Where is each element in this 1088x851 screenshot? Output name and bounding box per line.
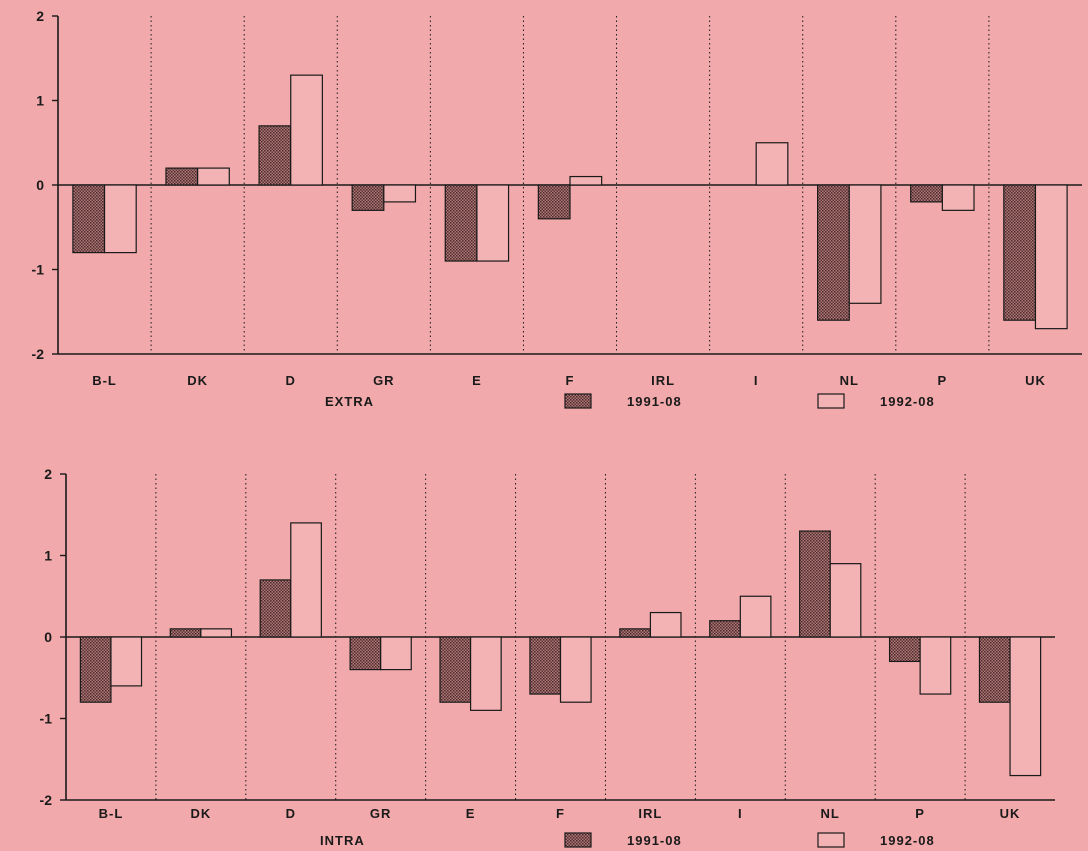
category-label: D: [286, 373, 296, 388]
bar-1992-08-f: [569, 175, 603, 186]
bar-1991-08-irl: [619, 628, 652, 638]
y-tick-label: 2: [44, 466, 52, 482]
category-label: UK: [1025, 373, 1046, 388]
legend-swatch-1992-08: [817, 393, 845, 409]
y-tick-label: 1: [36, 93, 44, 109]
bar-1991-08-e: [444, 184, 478, 262]
bar-1992-08-i: [739, 595, 772, 638]
bar-1992-08-nl: [848, 184, 882, 304]
bar-1991-08-gr: [349, 636, 382, 671]
y-tick-label: -1: [40, 711, 53, 727]
y-tick-label: 2: [36, 8, 44, 24]
bar-1991-08-f: [529, 636, 562, 695]
bar-1991-08-dk: [165, 167, 199, 186]
legend-label: 1991-08: [627, 833, 682, 848]
category-label: UK: [1000, 806, 1021, 821]
category-label: F: [556, 806, 565, 821]
bar-1991-08-p: [910, 184, 943, 203]
panel-label: INTRA: [320, 833, 365, 848]
bar-1991-08-gr: [351, 184, 385, 211]
bar-1991-08-p: [888, 636, 921, 663]
legend-label: 1992-08: [880, 394, 935, 409]
bar-1992-08-p: [941, 184, 975, 211]
category-label: NL: [821, 806, 840, 821]
bar-1991-08-d: [259, 579, 292, 638]
bar-1992-08-d: [290, 74, 323, 186]
panel-label: EXTRA: [325, 394, 374, 409]
category-label: E: [472, 373, 482, 388]
bar-1992-08-dk: [197, 167, 230, 186]
bar-1991-08-nl: [799, 530, 831, 638]
legend-label: 1992-08: [880, 833, 935, 848]
bar-1992-08-irl: [649, 611, 682, 638]
y-tick-label: -2: [40, 792, 53, 808]
category-label: F: [566, 373, 575, 388]
bar-1992-08-dk: [200, 628, 233, 638]
legend-label: 1991-08: [627, 394, 682, 409]
category-label: I: [738, 806, 743, 821]
bar-1991-08-nl: [817, 184, 850, 321]
bar-1991-08-b-l: [79, 636, 112, 703]
category-label: P: [915, 806, 925, 821]
y-tick-label: 0: [36, 177, 44, 193]
bar-1992-08-d: [290, 522, 322, 638]
bar-1991-08-f: [537, 184, 571, 220]
chart-panel-extra: 2 1 0 -1 -2 B-L DK D GR E F IRL I NL P UK EXTRA 1991-08 19…: [32, 8, 1082, 409]
bar-1992-08-f: [559, 636, 592, 703]
bar-1992-08-uk: [1034, 184, 1068, 330]
category-label: P: [938, 373, 948, 388]
category-label: GR: [370, 806, 392, 821]
bar-1992-08-b-l: [110, 636, 143, 687]
category-label: GR: [373, 373, 395, 388]
category-label: E: [466, 806, 476, 821]
bar-1992-08-b-l: [103, 184, 137, 254]
y-tick-label: -1: [32, 262, 45, 278]
bar-1992-08-nl: [829, 563, 862, 638]
category-label: NL: [840, 373, 859, 388]
category-label: I: [754, 373, 759, 388]
bar-1992-08-p: [919, 636, 952, 695]
category-label: DK: [190, 806, 211, 821]
legend-swatch-1991-08: [564, 393, 592, 409]
bar-1991-08-b-l: [72, 184, 106, 254]
bar-1992-08-e: [476, 184, 510, 262]
category-label: IRL: [651, 373, 675, 388]
category-label: IRL: [638, 806, 662, 821]
bar-1991-08-i: [709, 620, 741, 638]
legend-swatch-1991-08: [564, 832, 592, 848]
category-label: B-L: [99, 806, 124, 821]
bar-1991-08-uk: [978, 636, 1011, 703]
y-tick-label: -2: [32, 346, 45, 362]
bar-1991-08-uk: [1003, 184, 1037, 321]
bar-1992-08-i: [755, 142, 789, 186]
bar-1991-08-dk: [169, 628, 202, 638]
bar-1991-08-e: [439, 636, 472, 703]
y-tick-label: 0: [44, 629, 52, 645]
bar-1992-08-gr: [380, 636, 412, 671]
bar-1992-08-e: [469, 636, 502, 711]
chart-panel-intra: 2 1 0 -1 -2 B-L DK D GR E F IRL I NL P UK INTRA 1991-08 19…: [40, 466, 1055, 848]
category-label: DK: [187, 373, 208, 388]
bar-1992-08-uk: [1009, 636, 1042, 777]
bar-1992-08-gr: [383, 184, 417, 203]
bar-1991-08-d: [258, 125, 292, 186]
legend-swatch-1992-08: [817, 832, 845, 848]
y-tick-label: 1: [44, 548, 52, 564]
category-label: D: [286, 806, 296, 821]
category-label: B-L: [92, 373, 117, 388]
